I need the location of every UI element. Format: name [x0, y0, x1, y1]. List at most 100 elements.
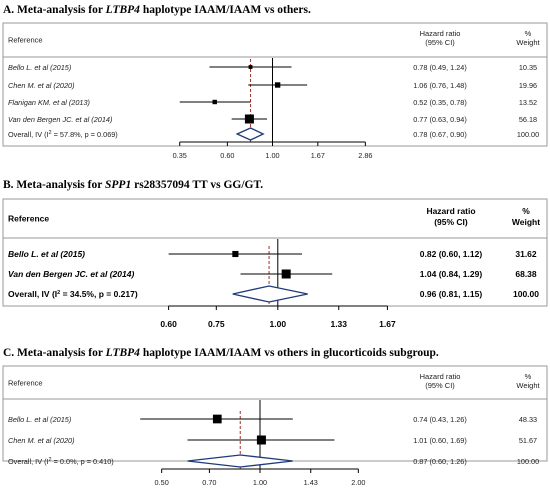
study-weight: 19.96 [519, 81, 537, 90]
study-point-box [248, 65, 253, 69]
study-point-box [281, 269, 291, 279]
x-tick-label: 1.67 [379, 319, 396, 329]
overall-hr-ci: 0.78 (0.67, 0.90) [413, 130, 467, 139]
overall-label: Overall, IV (I2 = 34.5%, p = 0.217) [8, 289, 138, 299]
study-weight: 51.67 [519, 436, 537, 445]
x-tick-label: 2.00 [351, 478, 365, 487]
study-hr-ci: 0.74 (0.43, 1.26) [413, 415, 467, 424]
header-weight: Weight [516, 38, 540, 47]
study-label: Bello L. et al (2015) [8, 249, 85, 259]
header-reference: Reference [8, 379, 43, 388]
x-tick-label: 0.75 [208, 319, 225, 329]
x-tick-label: 1.33 [330, 319, 347, 329]
overall-label-suffix: = 34.5%, p = 0.217) [60, 289, 138, 299]
study-hr-ci: 0.77 (0.63, 0.94) [413, 115, 467, 124]
x-tick-label: 1.00 [265, 151, 279, 160]
overall-diamond [232, 285, 308, 303]
overall-weight: 100.00 [513, 289, 539, 299]
panel-frame [2, 365, 548, 462]
study-label: Bello L. et al (2015) [8, 63, 71, 72]
panel-title-prefix: C. Meta-analysis for [3, 347, 106, 359]
panel-title-suffix: rs28357094 TT vs GG/GT. [131, 179, 263, 191]
header-ci: (95% CI) [434, 217, 468, 227]
header-weight: Weight [512, 217, 540, 227]
x-tick-label: 0.50 [155, 478, 169, 487]
overall-label-prefix: Overall, IV (I [8, 130, 49, 139]
study-hr-ci: 0.82 (0.60, 1.12) [420, 249, 483, 259]
overall-label: Overall, IV (I2 = 0.0%, p = 0.410) [8, 457, 114, 466]
panel-title-prefix: B. Meta-analysis for [3, 179, 105, 191]
study-label: Bello L. et al (2015) [8, 415, 71, 424]
header-hazard-ratio: Hazard ratio [420, 29, 461, 38]
study-label: Chen M. et al (2020) [8, 436, 75, 445]
header-percent: % [525, 29, 532, 38]
study-point-box [232, 250, 239, 258]
x-tick-label: 0.70 [202, 478, 216, 487]
x-tick-label: 0.35 [173, 151, 187, 160]
study-label: Van den Bergen JC. et al (2014) [8, 269, 134, 279]
x-tick-label: 1.00 [253, 478, 267, 487]
panel-title-gene: LTBP4 [105, 347, 141, 359]
study-weight: 13.52 [519, 98, 537, 107]
x-tick-label: 1.43 [304, 478, 318, 487]
study-point-box [244, 114, 254, 124]
overall-label-suffix: = 57.8%, p = 0.069) [52, 130, 118, 139]
panel-title-prefix: A. Meta-analysis for [3, 4, 106, 16]
study-point-box [212, 99, 217, 105]
study-label: Chen M. et al (2020) [8, 81, 75, 90]
overall-diamond [187, 454, 293, 468]
header-ci: (95% CI) [425, 38, 455, 47]
panel-title: A. Meta-analysis for LTBP4 haplotype IAA… [3, 4, 311, 16]
forest-panel-a: A. Meta-analysis for LTBP4 haplotype IAA… [2, 4, 548, 160]
overall-i2-superscript: 2 [49, 457, 52, 463]
header-hazard-ratio: Hazard ratio [420, 372, 461, 381]
forest-panel-b: B. Meta-analysis for SPP1 rs28357094 TT … [2, 179, 548, 329]
x-tick-label: 0.60 [220, 151, 234, 160]
overall-label-suffix: = 0.0%, p = 0.410) [52, 457, 114, 466]
panel-title: C. Meta-analysis for LTBP4 haplotype IAA… [3, 347, 439, 359]
panel-title: B. Meta-analysis for SPP1 rs28357094 TT … [3, 179, 263, 191]
study-weight: 56.18 [519, 115, 537, 124]
study-weight: 48.33 [519, 415, 537, 424]
header-percent: % [525, 372, 532, 381]
study-hr-ci: 1.06 (0.76, 1.48) [413, 81, 467, 90]
study-point-box [256, 435, 266, 445]
overall-label-prefix: Overall, IV (I [8, 289, 57, 299]
x-tick-label: 1.67 [311, 151, 325, 160]
overall-label: Overall, IV (I2 = 57.8%, p = 0.069) [8, 130, 118, 139]
forest-panel-c: C. Meta-analysis for LTBP4 haplotype IAA… [2, 347, 548, 487]
study-label: Van den Bergen JC. et al (2014) [8, 115, 112, 124]
header-ci: (95% CI) [425, 381, 455, 390]
study-hr-ci: 1.04 (0.84, 1.29) [420, 269, 483, 279]
x-tick-label: 2.86 [358, 151, 372, 160]
header-percent: % [522, 206, 530, 216]
header-weight: Weight [516, 381, 540, 390]
header-reference: Reference [8, 36, 43, 45]
panel-title-suffix: haplotype IAAM/IAAM vs others. [140, 4, 311, 16]
overall-hr-ci: 0.96 (0.81, 1.15) [420, 289, 483, 299]
study-point-box [274, 82, 281, 88]
panel-title-suffix: haplotype IAAM/IAAM vs others in glucort… [140, 347, 439, 359]
overall-diamond [235, 127, 265, 141]
study-weight: 10.35 [519, 63, 537, 72]
study-hr-ci: 0.78 (0.49, 1.24) [413, 63, 467, 72]
overall-i2-superscript: 2 [49, 130, 52, 136]
x-tick-label: 0.60 [160, 319, 177, 329]
panel-title-gene: SPP1 [105, 179, 131, 191]
panel-frame [2, 22, 548, 147]
study-hr-ci: 1.01 (0.60, 1.69) [413, 436, 467, 445]
study-label: Flanigan KM. et al (2013) [8, 98, 90, 107]
header-reference: Reference [8, 214, 49, 224]
study-point-box [212, 414, 222, 424]
panel-title-gene: LTBP4 [105, 4, 141, 16]
overall-weight: 100.00 [517, 457, 539, 466]
study-hr-ci: 0.52 (0.35, 0.78) [413, 98, 467, 107]
overall-weight: 100.00 [517, 130, 539, 139]
overall-hr-ci: 0.87 (0.60, 1.26) [413, 457, 467, 466]
study-weight: 68.38 [515, 269, 537, 279]
overall-label-prefix: Overall, IV (I [8, 457, 49, 466]
x-tick-label: 1.00 [270, 319, 287, 329]
header-hazard-ratio: Hazard ratio [426, 206, 475, 216]
study-weight: 31.62 [515, 249, 537, 259]
